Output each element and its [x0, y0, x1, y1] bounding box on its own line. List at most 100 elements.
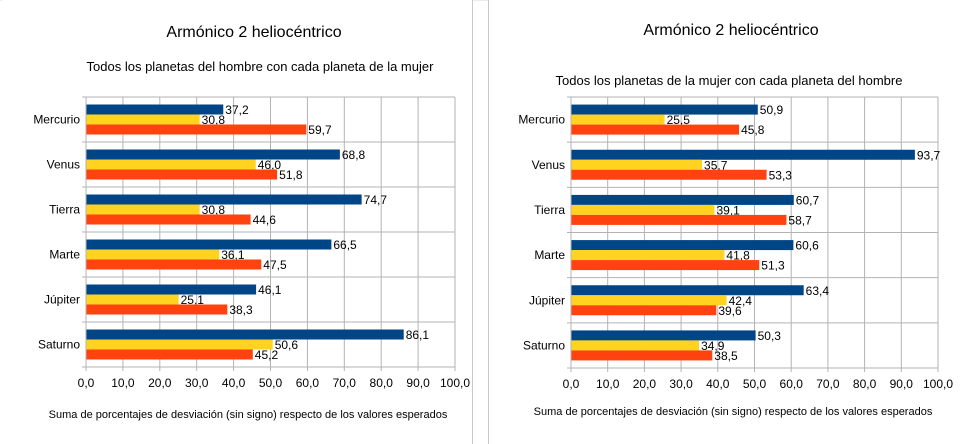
bar [571, 295, 727, 306]
data-label: 59,7 [308, 123, 332, 137]
bar [571, 169, 767, 180]
bar [86, 114, 200, 125]
bar [571, 104, 758, 115]
plot-area: 0,0 10,0 20,0 30,0 40,0 50,0 60,0 70,0 80,0 90,0 1… [33, 96, 470, 390]
category-label: Marte [49, 248, 80, 262]
category-label: Venus [532, 158, 565, 172]
bar [86, 329, 404, 340]
data-label: 50,9 [760, 103, 784, 117]
data-label: 47,5 [263, 258, 287, 272]
chart-title: Armónico 2 heliocéntrico [166, 24, 341, 41]
bar [571, 350, 713, 361]
data-label: 36,1 [221, 248, 245, 262]
x-tick-label: 20,0 [633, 377, 657, 391]
data-label: 68,8 [342, 148, 366, 162]
data-label: 25,5 [667, 113, 691, 127]
data-label: 41,8 [726, 249, 750, 263]
data-label: 60,7 [796, 193, 820, 207]
bar [86, 104, 224, 115]
x-tick-label: 80,0 [853, 377, 877, 391]
bar [86, 159, 256, 170]
bar [571, 240, 794, 251]
bar [571, 159, 703, 170]
chart-panel-right: Armónico 2 heliocéntrico Todos los plane… [488, 0, 974, 444]
category-label: Tierra [534, 203, 565, 217]
bar [571, 149, 915, 160]
x-tick-label: 80,0 [370, 376, 394, 390]
data-label: 66,5 [333, 238, 357, 252]
bar [86, 149, 340, 160]
data-label: 58,7 [788, 213, 812, 227]
x-tick-label: 30,0 [185, 376, 209, 390]
x-tick-label: 30,0 [669, 377, 693, 391]
data-label: 51,8 [279, 168, 303, 182]
bar [86, 259, 262, 270]
data-label: 39,6 [718, 304, 742, 318]
x-tick-label: 50,0 [743, 377, 767, 391]
bar [571, 340, 700, 351]
bar [86, 294, 179, 305]
bar [571, 124, 740, 135]
data-label: 86,1 [406, 328, 430, 342]
data-label: 74,7 [364, 193, 388, 207]
bar [571, 194, 794, 205]
data-label: 51,3 [761, 259, 785, 273]
x-tick-label: 60,0 [780, 377, 804, 391]
category-label: Mercurio [518, 113, 565, 127]
data-label: 35,7 [704, 158, 728, 172]
data-label: 30,8 [202, 203, 226, 217]
data-label: 46,0 [258, 158, 282, 172]
bar [86, 304, 228, 315]
bar [86, 339, 273, 350]
x-axis-label: Suma de porcentajes de desviación (sin s… [534, 406, 933, 418]
plot-area: 0,0 10,0 20,0 30,0 40,0 50,0 60,0 70,0 80,0 90,0 1… [518, 96, 953, 391]
bar [86, 214, 251, 225]
category-label: Júpiter [529, 293, 565, 307]
data-label: 53,3 [769, 168, 793, 182]
data-label: 50,6 [275, 338, 299, 352]
data-label: 93,7 [917, 148, 941, 162]
bar [571, 330, 756, 341]
data-label: 45,8 [741, 123, 765, 137]
bar [571, 250, 725, 261]
data-label: 50,3 [758, 329, 782, 343]
data-label: 38,3 [229, 303, 253, 317]
bar [86, 349, 253, 360]
bar [86, 204, 200, 215]
chart-title: Armónico 2 heliocéntrico [643, 22, 818, 39]
data-label: 30,8 [202, 113, 226, 127]
x-tick-label: 20,0 [148, 376, 172, 390]
chart-subtitle: Todos los planetas del hombre con cada p… [87, 59, 435, 74]
bar [571, 214, 787, 225]
category-label: Saturno [523, 338, 565, 352]
category-label: Saturno [38, 338, 80, 352]
data-label: 46,1 [258, 283, 282, 297]
category-label: Tierra [49, 203, 80, 217]
data-label: 45,2 [255, 348, 279, 362]
data-label: 60,6 [795, 239, 819, 253]
data-label: 44,6 [253, 213, 277, 227]
x-tick-label: 10,0 [111, 376, 135, 390]
data-label: 38,5 [714, 349, 738, 363]
bar [86, 239, 332, 250]
x-tick-label: 70,0 [333, 376, 357, 390]
bar [571, 114, 665, 125]
chart-panel-left: Armónico 2 heliocéntrico Todos los plane… [2, 0, 473, 444]
data-label: 37,2 [225, 103, 249, 117]
x-tick-label: 0,0 [563, 377, 580, 391]
bar [571, 285, 804, 296]
x-axis-label: Suma de porcentajes de desviación (sin s… [49, 409, 448, 421]
category-label: Júpiter [44, 293, 80, 307]
category-label: Mercurio [33, 113, 80, 127]
category-label: Marte [534, 248, 565, 262]
x-tick-label: 90,0 [406, 376, 430, 390]
bar [86, 194, 362, 205]
x-tick-label: 40,0 [222, 376, 246, 390]
x-tick-label: 100,0 [923, 377, 953, 391]
chart-subtitle: Todos los planetas de la mujer con cada … [556, 73, 903, 88]
bar [571, 204, 715, 215]
bar [86, 249, 220, 260]
chart-left: Armónico 2 heliocéntrico Todos los plane… [33, 24, 470, 421]
bar [86, 124, 307, 135]
x-tick-label: 100,0 [440, 376, 470, 390]
